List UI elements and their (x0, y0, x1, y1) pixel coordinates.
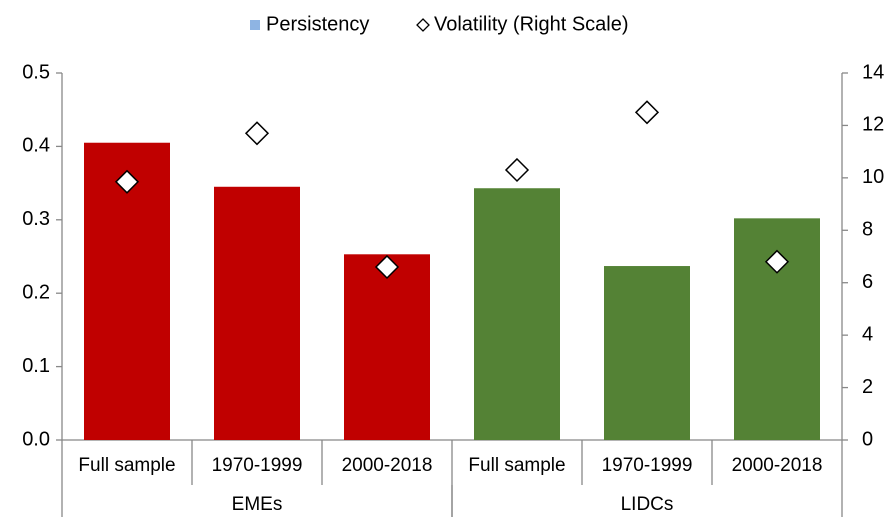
legend-swatch (250, 20, 260, 30)
y2-tick-label: 2 (862, 376, 873, 398)
diamond-marker (244, 121, 270, 146)
y2-tick-label: 12 (862, 114, 884, 136)
group-label: LIDCs (621, 494, 674, 515)
x-tick-label: 2000-2018 (732, 455, 823, 476)
y-tick-label: 0.2 (22, 281, 50, 303)
x-tick-label: 1970-1999 (602, 455, 693, 476)
y-tick-label: 0.4 (22, 135, 50, 157)
legend-swatch (416, 18, 430, 32)
x-tick-label: 1970-1999 (212, 455, 303, 476)
y2-tick-label: 8 (862, 219, 873, 241)
bar (214, 186, 300, 440)
x-tick-label: 2000-2018 (342, 455, 433, 476)
y-tick-label: 0.0 (22, 428, 50, 450)
group-label: EMEs (232, 494, 283, 515)
y2-tick-label: 0 (862, 428, 873, 450)
bar (474, 188, 560, 440)
bar (604, 266, 690, 440)
y2-tick-label: 6 (862, 271, 873, 293)
y-tick-label: 0.5 (22, 61, 50, 83)
y2-tick-label: 14 (862, 61, 884, 83)
bar (344, 254, 430, 440)
diamond-marker (374, 254, 400, 280)
y-tick-label: 0.1 (22, 355, 50, 377)
x-tick-label: Full sample (78, 455, 175, 476)
x-tick-label: Full sample (468, 455, 565, 476)
y2-tick-label: 10 (862, 166, 884, 188)
diamond-marker (504, 157, 530, 183)
diamond-marker (764, 249, 790, 274)
y2-tick-label: 4 (862, 323, 873, 345)
y-tick-label: 0.3 (22, 208, 50, 230)
diamond-marker (634, 100, 660, 125)
legend-label: Volatility (Right Scale) (434, 13, 629, 35)
legend-label: Persistency (266, 13, 369, 35)
diamond-marker (114, 169, 140, 194)
